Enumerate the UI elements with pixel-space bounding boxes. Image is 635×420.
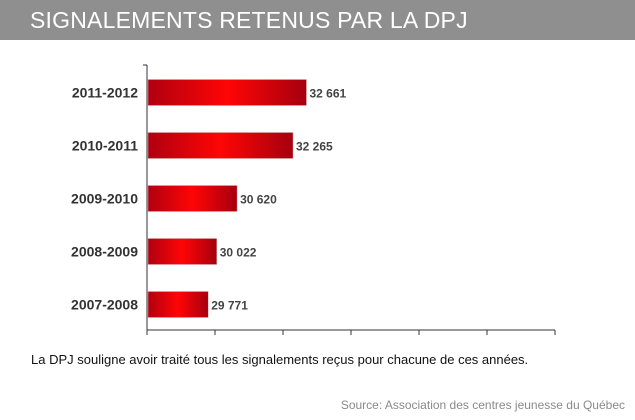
value-label: 29 771 bbox=[211, 299, 248, 313]
source-credit: Source: Association des centres jeunesse… bbox=[340, 398, 625, 412]
category-label: 2007-2008 bbox=[71, 297, 138, 313]
bar-2010-2011 bbox=[147, 132, 294, 159]
chart-note: La DPJ souligne avoir traité tous les si… bbox=[31, 352, 529, 367]
bar-2009-2010 bbox=[147, 185, 238, 212]
header-bar: SIGNALEMENTS RETENUS PAR LA DPJ bbox=[0, 0, 635, 40]
bar-2008-2009 bbox=[147, 238, 217, 265]
value-label: 32 265 bbox=[296, 140, 333, 154]
value-label: 32 661 bbox=[309, 87, 346, 101]
bar-2007-2008 bbox=[147, 291, 209, 318]
value-label: 30 620 bbox=[240, 193, 277, 207]
category-label: 2008-2009 bbox=[71, 244, 138, 260]
bar-2011-2012 bbox=[147, 79, 307, 106]
category-label: 2009-2010 bbox=[71, 191, 138, 207]
chart-title: SIGNALEMENTS RETENUS PAR LA DPJ bbox=[30, 7, 468, 33]
category-label: 2010-2011 bbox=[72, 138, 138, 154]
value-label: 30 022 bbox=[220, 246, 257, 260]
category-label: 2011-2012 bbox=[72, 85, 138, 101]
